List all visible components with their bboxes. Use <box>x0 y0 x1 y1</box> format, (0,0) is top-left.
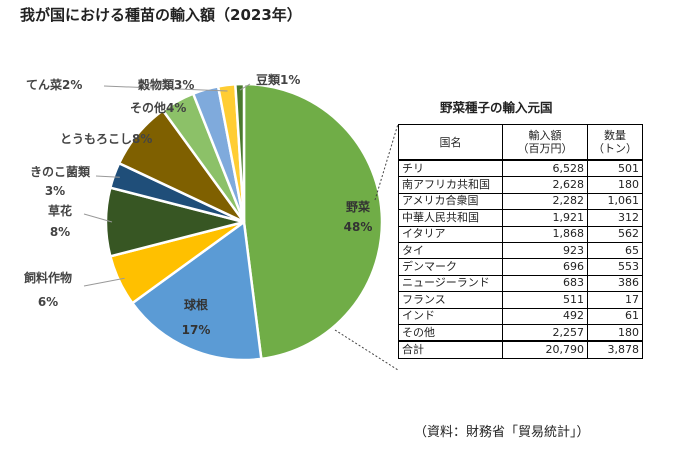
cell-country: フランス <box>398 291 503 309</box>
cell-country: イタリア <box>398 225 503 243</box>
header-amount: 輸入額 （百万円） <box>502 124 588 161</box>
pie-slice-bulbs <box>130 219 263 362</box>
cell-amount: 2,257 <box>502 323 588 342</box>
slice-label-corn: とうもろこし8% <box>60 132 152 146</box>
cell-country: その他 <box>398 323 503 342</box>
table-row: チリ 6,528 501 <box>398 159 643 178</box>
cell-country: アメリカ合衆国 <box>398 192 503 211</box>
table-row: フランス 511 17 <box>398 291 643 309</box>
cell-quantity: 501 <box>587 159 643 178</box>
connector-line-top <box>374 123 399 201</box>
slice-label-other: その他4% <box>130 100 186 115</box>
slice-label-grains: 穀物類3% <box>138 77 194 92</box>
cell-country: デンマーク <box>398 258 503 276</box>
cell-country: チリ <box>398 159 503 178</box>
pie-slice-beans <box>234 82 246 223</box>
cell-quantity: 61 <box>587 307 643 325</box>
slice-percent-flowers: 8% <box>50 225 70 239</box>
leader-line-mushroom-fungi <box>95 175 120 178</box>
cell-quantity: 65 <box>587 241 643 260</box>
table-row: タイ 923 65 <box>398 241 643 260</box>
leader-line-sugar-beet <box>103 85 228 92</box>
table-row: イタリア 1,868 562 <box>398 225 643 243</box>
table-row: デンマーク 696 553 <box>398 258 643 276</box>
slice-label-beans: 豆類1% <box>256 72 300 87</box>
cell-total-amount: 20,790 <box>502 340 588 359</box>
leader-line-flowers <box>83 213 113 223</box>
cell-amount: 696 <box>502 258 588 276</box>
table-row: 中華人民共和国 1,921 312 <box>398 209 643 227</box>
cell-country: ニュージーランド <box>398 274 503 293</box>
table-header-row: 国名 輸入額 （百万円） 数量 （トン） <box>398 124 643 161</box>
table-row: アメリカ合衆国 2,282 1,061 <box>398 192 643 211</box>
slice-percent-vegetables: 48% <box>344 220 373 234</box>
cell-total-label: 合計 <box>398 340 503 359</box>
cell-country: インド <box>398 307 503 325</box>
source-note: （資料：財務省「貿易統計」） <box>414 425 590 440</box>
slice-percent-mushroom-fungi: 3% <box>45 184 65 198</box>
slice-label-bulbs: 球根 <box>184 297 208 312</box>
cell-quantity: 562 <box>587 225 643 243</box>
cell-quantity: 1,061 <box>587 192 643 211</box>
cell-country: タイ <box>398 241 503 260</box>
header-quantity: 数量 （トン） <box>587 124 643 161</box>
cell-quantity: 553 <box>587 258 643 276</box>
import-table: 国名 輸入額 （百万円） 数量 （トン） チリ 6,528 501 南アフリカ共和国 2,6… <box>398 124 643 359</box>
slice-label-forage-crops: 飼料作物 <box>23 270 72 285</box>
slice-percent-bulbs: 17% <box>182 323 211 337</box>
cell-quantity: 312 <box>587 209 643 227</box>
cell-amount: 492 <box>502 307 588 325</box>
table-title: 野菜種子の輸入元国 <box>440 100 553 115</box>
cell-quantity: 180 <box>587 176 643 194</box>
cell-amount: 1,868 <box>502 225 588 243</box>
cell-amount: 2,282 <box>502 192 588 211</box>
leader-line-forage-crops <box>83 277 125 287</box>
leader-line-beans <box>239 83 251 91</box>
cell-country: 南アフリカ共和国 <box>398 176 503 194</box>
cell-amount: 683 <box>502 274 588 293</box>
pie-slice-vegetables <box>242 82 384 361</box>
table-row: その他 2,257 180 <box>398 323 643 342</box>
header-country: 国名 <box>398 124 503 161</box>
cell-amount: 923 <box>502 241 588 260</box>
table-row: 南アフリカ共和国 2,628 180 <box>398 176 643 194</box>
cell-amount: 1,921 <box>502 209 588 227</box>
table-total-row: 合計 20,790 3,878 <box>398 340 643 359</box>
cell-quantity: 17 <box>587 291 643 309</box>
slice-percent-forage-crops: 6% <box>38 295 58 309</box>
cell-quantity: 180 <box>587 323 643 342</box>
cell-country: 中華人民共和国 <box>398 209 503 227</box>
slice-label-vegetables: 野菜 <box>346 199 370 214</box>
chart-title: 我が国における種苗の輸入額（2023年） <box>20 6 302 24</box>
table-row: インド 492 61 <box>398 307 643 325</box>
cell-amount: 6,528 <box>502 159 588 178</box>
cell-total-quantity: 3,878 <box>587 340 643 359</box>
table-row: ニュージーランド 683 386 <box>398 274 643 293</box>
cell-quantity: 386 <box>587 274 643 293</box>
slice-label-mushroom-fungi: きのこ菌類 <box>30 164 91 179</box>
cell-amount: 2,628 <box>502 176 588 194</box>
slice-label-sugar-beet: てん菜2% <box>26 77 82 92</box>
slice-label-flowers: 草花 <box>48 203 72 218</box>
cell-amount: 511 <box>502 291 588 309</box>
connector-line-bottom <box>334 329 399 371</box>
